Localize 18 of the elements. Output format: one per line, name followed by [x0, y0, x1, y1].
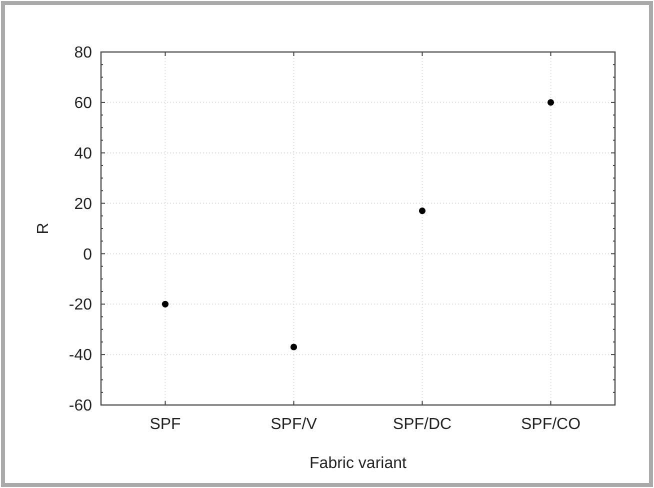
x-tick-label: SPF	[150, 416, 182, 433]
y-tick-label: 40	[74, 145, 92, 162]
x-axis-title: Fabric variant	[310, 455, 408, 472]
y-tick-label: 60	[74, 95, 92, 112]
x-tick-label: SPF/DC	[392, 416, 452, 433]
x-tick-label: SPF/V	[270, 416, 318, 433]
y-tick-label: 20	[74, 196, 92, 213]
y-axis-title: R	[35, 222, 52, 234]
point	[547, 99, 554, 106]
x-tick-label: SPF/CO	[520, 416, 581, 433]
point	[162, 300, 169, 308]
y-tick-label: -20	[68, 296, 92, 314]
point	[290, 344, 298, 350]
y-tick-label: -60	[68, 398, 92, 415]
point	[418, 208, 426, 214]
y-tick-label: 80	[74, 44, 92, 62]
y-tick-label: 0	[83, 246, 92, 264]
y-tick-label: -40	[68, 347, 92, 364]
